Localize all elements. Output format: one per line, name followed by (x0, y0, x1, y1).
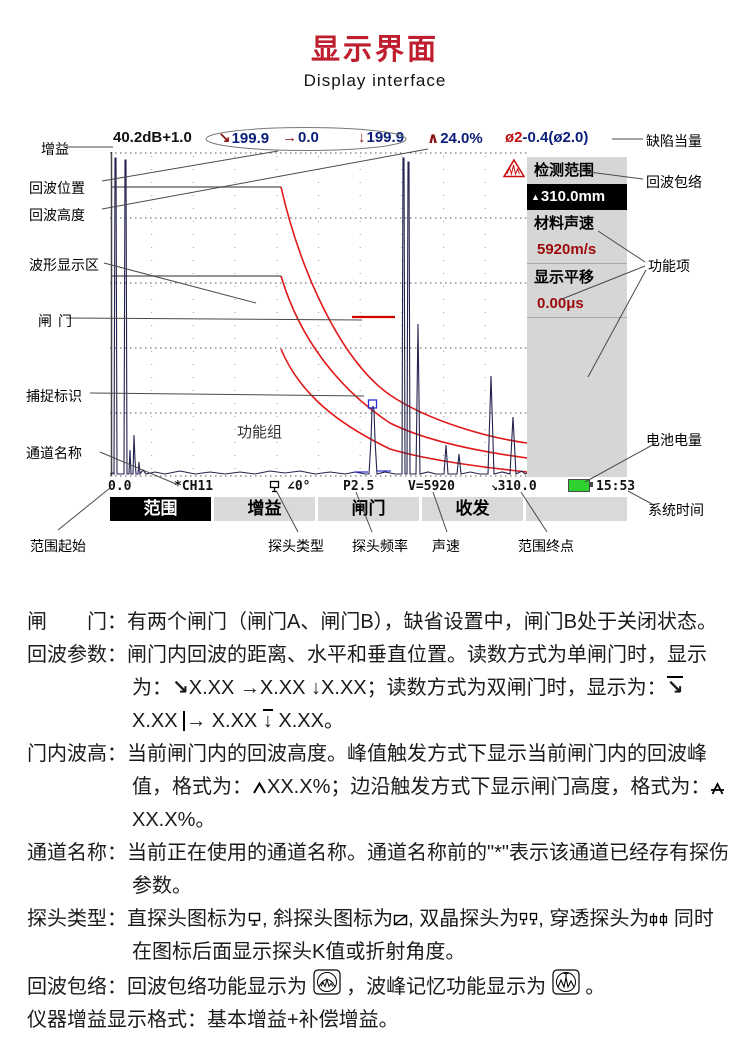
waveform-plot: 功能组 (110, 152, 527, 477)
menu-item-gain[interactable]: 增益 (214, 497, 315, 521)
straight-probe-status-icon (268, 480, 281, 497)
depth-arrow-icon: ↘ (218, 130, 231, 147)
peak-trigger-icon (252, 776, 267, 798)
function-panel: 检测范围 ▲310.0mm 材料声速 5920m/s 显示平移 0.00μs (527, 157, 627, 477)
battery-icon (568, 479, 593, 495)
range-marker-icon: ▲ (531, 192, 540, 202)
definition-row: 回波参数：闸门内回波的距离、水平和垂直位置。读数方式为单闸门时，显示为：↘X.X… (27, 644, 707, 732)
definition-row: 探头类型：直探头图标为, 斜探头图标为, 双晶探头为, 穿透探头为 同时在图标后… (27, 908, 714, 963)
probe-angle-value: ∠0° (287, 479, 311, 494)
definition-term: 仪器增益显示格式： (27, 1009, 207, 1031)
screen-top-bar: 40.2dB+1.0 ↘199.9 →0.0 ↓199.9 ∧24.0% ø2-… (108, 128, 627, 150)
range-end-value: ↘310.0 (491, 479, 537, 494)
callout-function-items: 功能项 (648, 258, 690, 274)
callout-sound-velocity: 声速 (432, 538, 460, 554)
annotated-screen-diagram: 40.2dB+1.0 ↘199.9 →0.0 ↓199.9 ∧24.0% ø2-… (0, 118, 750, 562)
function-group-label: 功能组 (237, 424, 282, 441)
dual-gate-horizontal-arrow-icon: → (183, 710, 206, 732)
range-start-value: 0.0 (108, 479, 132, 494)
callout-echo-height: 回波高度 (29, 207, 85, 223)
soft-menu-bar: 范围 增益 闸门 收发 (110, 497, 627, 521)
title-block: 显示界面 Display interface (0, 26, 750, 91)
straight-probe-icon (247, 908, 262, 930)
echo-depth-readout: ↘199.9 (218, 130, 270, 147)
callout-waveform-area: 波形显示区 (29, 257, 99, 273)
definitions: 闸 门：有两个闸门（闸门A、闸门B），缺省设置中，闸门B处于关闭状态。 回波参数：… (27, 606, 733, 1037)
definition-row: 回波包络：回波包络功能显示为 ，波峰记忆功能显示为 。 (27, 969, 733, 1004)
definition-term: 闸 门： (27, 611, 127, 633)
menu-item-empty[interactable] (526, 497, 627, 521)
echo-envelope-icon (312, 969, 341, 998)
panel-selected-value[interactable]: ▲310.0mm (527, 184, 627, 210)
callout-channel-name: 通道名称 (26, 445, 82, 461)
through-probe-icon (649, 908, 668, 930)
dual-gate-vertical-arrow-icon: ↓ (262, 709, 273, 732)
panel-item-value: 5920m/s (527, 237, 627, 264)
angle-probe-icon (393, 908, 408, 930)
definition-row: 门内波高：当前闸门内的回波高度。峰值触发方式下显示当前闸门内的回波峰值，格式为：… (27, 738, 733, 837)
echo-envelope-warning-icon (502, 158, 526, 183)
callout-defect-equivalent: 缺陷当量 (646, 133, 702, 149)
capture-mark-square (367, 399, 378, 409)
vertical-arrow-icon: ↓ (358, 129, 366, 146)
menu-item-range[interactable]: 范围 (110, 497, 211, 521)
definition-term: 通道名称： (27, 842, 127, 864)
definition-term: 门内波高： (27, 743, 127, 765)
range-end-arrow-icon: ↘ (491, 480, 498, 493)
menu-item-gate[interactable]: 闸门 (318, 497, 419, 521)
peak-memory-icon (552, 969, 580, 998)
a-scan-waveform (110, 157, 527, 476)
velocity-value: V=5920 (408, 479, 455, 494)
page-subtitle: Display interface (303, 71, 447, 90)
horizontal-arrow-icon: → (282, 129, 297, 146)
panel-item-label[interactable]: 显示平移 (534, 269, 595, 286)
echo-vertical-readout: ↓199.9 (358, 129, 405, 146)
panel-item-value: 0.00μs (527, 291, 627, 318)
dac-curves (280, 186, 527, 473)
peak-caret-icon: ∧ (427, 130, 440, 147)
definition-term: 回波包络： (27, 976, 127, 998)
menu-item-transceive[interactable]: 收发 (422, 497, 523, 521)
channel-name-value: *CH11 (174, 479, 214, 494)
dual-gate-depth-arrow-icon: ↘ (666, 676, 684, 699)
gate-vertical-arrow-icon: ↓ (311, 677, 322, 699)
dual-probe-icon (519, 908, 538, 930)
edge-trigger-icon (710, 776, 725, 798)
defect-equivalent-readout: ø2-0.4(ø2.0) (505, 129, 589, 146)
page-title: 显示界面 (310, 34, 439, 66)
callout-range-start: 范围起始 (30, 538, 86, 554)
callout-system-time: 系统时间 (648, 502, 704, 518)
callout-capture-mark: 捕捉标识 (26, 388, 82, 404)
callout-range-end: 范围终点 (518, 538, 574, 554)
definition-row: 仪器增益显示格式：基本增益+补偿增益。 (27, 1009, 399, 1031)
definition-term: 回波参数： (27, 644, 127, 666)
callout-probe-frequency: 探头频率 (352, 538, 408, 554)
callout-probe-type: 探头类型 (268, 538, 324, 554)
callout-battery-level: 电池电量 (646, 432, 702, 448)
screen-status-bar: 0.0 *CH11 ∠0° P2.5 V=5920 ↘310.0 15:53 (108, 478, 635, 497)
panel-item-label[interactable]: 检测范围 (534, 162, 595, 179)
gate-horizontal-arrow-icon: → (239, 677, 260, 699)
panel-item-label[interactable]: 材料声速 (534, 215, 595, 232)
gate-depth-arrow-icon: ↘ (172, 677, 189, 699)
system-time-value: 15:53 (596, 479, 636, 494)
definition-row: 闸 门：有两个闸门（闸门A、闸门B），缺省设置中，闸门B处于关闭状态。 (27, 611, 718, 633)
gate-peak-readout: ∧24.0% (427, 130, 483, 147)
callout-echo-envelope: 回波包络 (646, 174, 702, 190)
device-screen: 40.2dB+1.0 ↘199.9 →0.0 ↓199.9 ∧24.0% ø2-… (108, 128, 635, 521)
echo-horizontal-readout: →0.0 (282, 129, 319, 146)
probe-frequency-value: P2.5 (343, 479, 375, 494)
callout-gate: 闸门 (38, 313, 78, 329)
callout-gain: 增益 (41, 141, 69, 157)
callout-echo-position: 回波位置 (29, 180, 85, 196)
gain-readout: 40.2dB+1.0 (113, 129, 192, 146)
definition-term: 探头类型： (27, 908, 127, 930)
definition-row: 通道名称：当前正在使用的通道名称。通道名称前的"*"表示该通道已经存有探伤参数。 (27, 842, 729, 897)
